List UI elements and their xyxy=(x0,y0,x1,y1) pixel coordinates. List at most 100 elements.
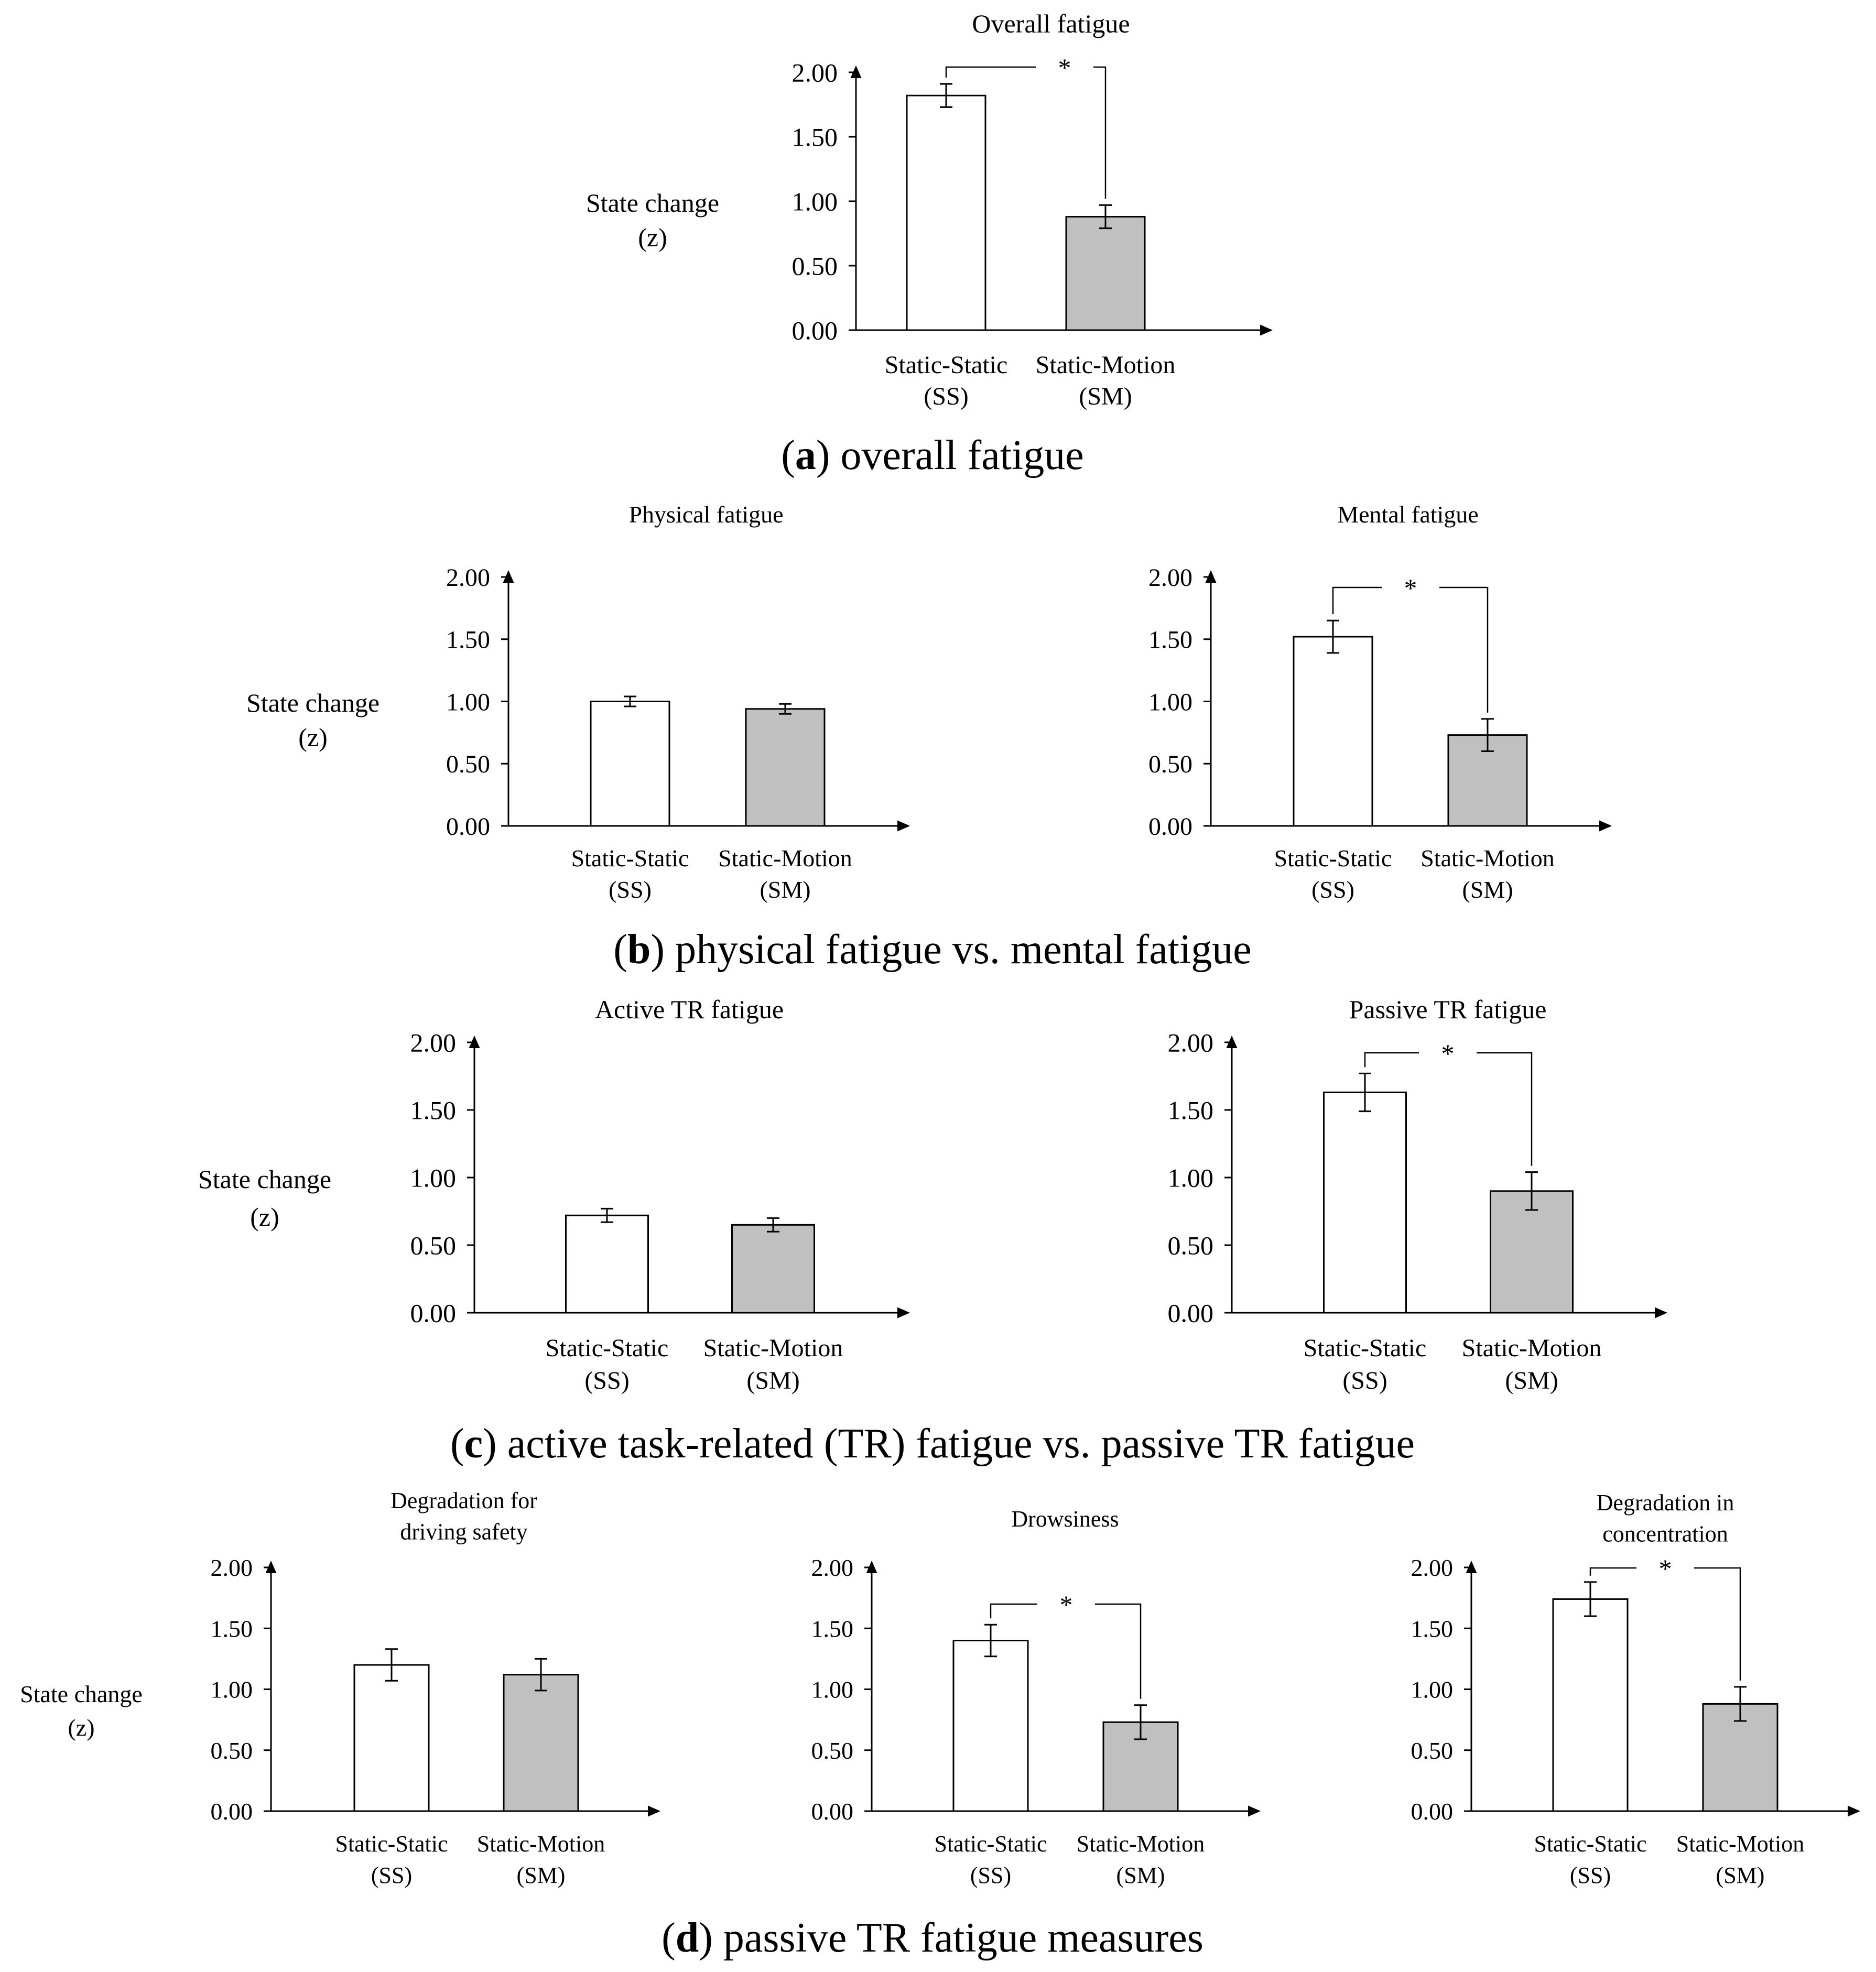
bracket-right xyxy=(1093,66,1107,199)
y-tick-label: 1.50 xyxy=(1411,1615,1454,1642)
ylabel-a-line2: (z) xyxy=(638,223,667,252)
chart-title: Drowsiness xyxy=(1011,1506,1119,1532)
y-tick-label: 1.00 xyxy=(811,1676,854,1703)
category-label: (SS) xyxy=(1342,1367,1387,1394)
y-tick-label: 0.00 xyxy=(811,1798,854,1825)
caption-b-letter: b xyxy=(627,927,651,973)
category-label: Static-Motion xyxy=(1462,1334,1602,1362)
caption-a: (a) overall fatigue xyxy=(781,432,1084,478)
y-tick-label: 2.00 xyxy=(1411,1554,1454,1581)
y-tick-label: 1.50 xyxy=(1168,1096,1214,1125)
significance-star: * xyxy=(1659,1554,1672,1583)
significance-star: * xyxy=(1060,1590,1073,1619)
y-tick-label: 0.00 xyxy=(410,1299,457,1328)
category-label: Static-Static xyxy=(335,1831,448,1857)
caption-c-text: ) active task-related (TR) fatigue vs. p… xyxy=(483,1421,1415,1467)
significance-star: * xyxy=(1058,53,1071,82)
chart-title: Overall fatigue xyxy=(972,9,1130,38)
error-bar xyxy=(1134,1704,1147,1740)
chart-title: concentration xyxy=(1602,1521,1728,1546)
category-label: Static-Static xyxy=(1304,1334,1427,1362)
bar-ss xyxy=(1293,636,1373,827)
y-tick-label: 0.50 xyxy=(410,1231,457,1260)
bracket-left xyxy=(1589,1567,1636,1576)
y-tick-label: 1.00 xyxy=(792,187,838,216)
y-tick-label: 2.00 xyxy=(446,564,490,592)
y-tick-label: 0.00 xyxy=(1411,1798,1454,1825)
category-label: Static-Static xyxy=(546,1334,669,1362)
error-bar xyxy=(940,83,952,108)
bar-ss xyxy=(353,1664,430,1812)
y-tick-label: 1.00 xyxy=(410,1163,457,1193)
bracket-right xyxy=(1477,1052,1533,1166)
ylabel-d: State change (z) xyxy=(20,1681,143,1741)
bar-sm xyxy=(1490,1190,1574,1314)
significance-bracket: * xyxy=(1589,1554,1741,1681)
category-label: (SS) xyxy=(970,1862,1011,1888)
y-tick-label: 1.00 xyxy=(1148,688,1192,716)
category-label: (SS) xyxy=(371,1862,412,1888)
caption-b-text: ) physical fatigue vs. mental fatigue xyxy=(650,927,1251,973)
bracket-right xyxy=(1694,1567,1741,1681)
category-label: Static-Static xyxy=(885,351,1008,379)
bracket-right xyxy=(1095,1603,1142,1699)
category-label: Static-Static xyxy=(1274,845,1392,871)
bracket-left xyxy=(945,66,1036,78)
category-label: (SS) xyxy=(1311,876,1354,903)
caption-d-letter: d xyxy=(676,1915,699,1961)
chart-passive: Passive TR fatigue 0.00 0.50 1.00 1.50 2.00 St… xyxy=(1168,995,1667,1394)
category-label: (SM) xyxy=(1716,1862,1765,1888)
category-label: Static-Motion xyxy=(1077,1831,1205,1857)
y-tick-label: 1.50 xyxy=(1148,626,1192,654)
category-label: Static-Motion xyxy=(1676,1831,1804,1857)
category-label: (SM) xyxy=(1462,876,1513,903)
y-tick-label: 1.50 xyxy=(811,1615,854,1642)
chart-drowsiness: Drowsiness 0.00 0.50 1.00 1.50 2.00 Static-Sta… xyxy=(811,1506,1261,1888)
chart-driving: Degradation for driving safety 0.00 0.50 1.0… xyxy=(211,1488,660,1888)
category-label: Static-Motion xyxy=(477,1831,605,1857)
chart-title: Passive TR fatigue xyxy=(1349,995,1547,1024)
significance-star: * xyxy=(1404,573,1417,603)
ylabel-c-line1: State change xyxy=(198,1164,331,1194)
category-label: (SM) xyxy=(1079,383,1132,410)
significance-bracket: * xyxy=(1364,1039,1533,1166)
bracket-left xyxy=(990,1603,1037,1619)
bar-ss xyxy=(590,701,670,827)
significance-bracket: * xyxy=(1332,573,1489,713)
bar-sm xyxy=(1065,216,1146,331)
significance-star: * xyxy=(1441,1039,1455,1068)
y-tick-label: 0.00 xyxy=(211,1798,253,1825)
category-label: Static-Motion xyxy=(718,845,852,871)
bar-ss xyxy=(1552,1598,1629,1812)
y-tick-label: 0.00 xyxy=(792,316,838,345)
y-tick-label: 0.00 xyxy=(446,813,490,841)
category-label: (SM) xyxy=(517,1862,566,1888)
caption-b: (b) physical fatigue vs. mental fatigue xyxy=(613,927,1251,973)
category-label: (SS) xyxy=(1570,1862,1611,1888)
y-tick-label: 1.00 xyxy=(446,688,490,716)
y-tick-label: 2.00 xyxy=(1168,1028,1214,1058)
y-tick-label: 1.00 xyxy=(211,1676,253,1703)
chart-active: Active TR fatigue 0.00 0.50 1.00 1.50 2.00 Sta… xyxy=(410,995,910,1394)
y-tick-label: 2.00 xyxy=(792,58,838,88)
category-label: (SS) xyxy=(584,1367,629,1394)
y-tick-label: 0.50 xyxy=(446,750,490,778)
error-bar xyxy=(1584,1581,1597,1617)
chart-title: Mental fatigue xyxy=(1337,501,1479,528)
category-label: Static-Static xyxy=(934,1831,1047,1857)
chart-title: Active TR fatigue xyxy=(595,995,784,1024)
ylabel-b-line1: State change xyxy=(246,688,379,717)
significance-bracket: * xyxy=(945,53,1107,199)
y-tick-label: 1.00 xyxy=(1411,1676,1454,1703)
error-bar xyxy=(1525,1171,1538,1211)
category-label: Static-Motion xyxy=(703,1334,843,1362)
category-label: (SM) xyxy=(1116,1862,1165,1888)
category-label: Static-Static xyxy=(571,845,689,871)
bar-ss xyxy=(906,94,986,331)
y-tick-label: 2.00 xyxy=(1148,564,1192,592)
bar-ss xyxy=(565,1214,649,1314)
ylabel-b-line2: (z) xyxy=(298,723,328,752)
chart-physical: Physical fatigue 0.00 0.50 1.00 1.50 2.00 Stat… xyxy=(446,501,910,903)
chart-concentration: Degradation in concentration 0.00 0.50 1.00 1… xyxy=(1411,1490,1860,1888)
caption-c-letter: c xyxy=(464,1421,483,1467)
